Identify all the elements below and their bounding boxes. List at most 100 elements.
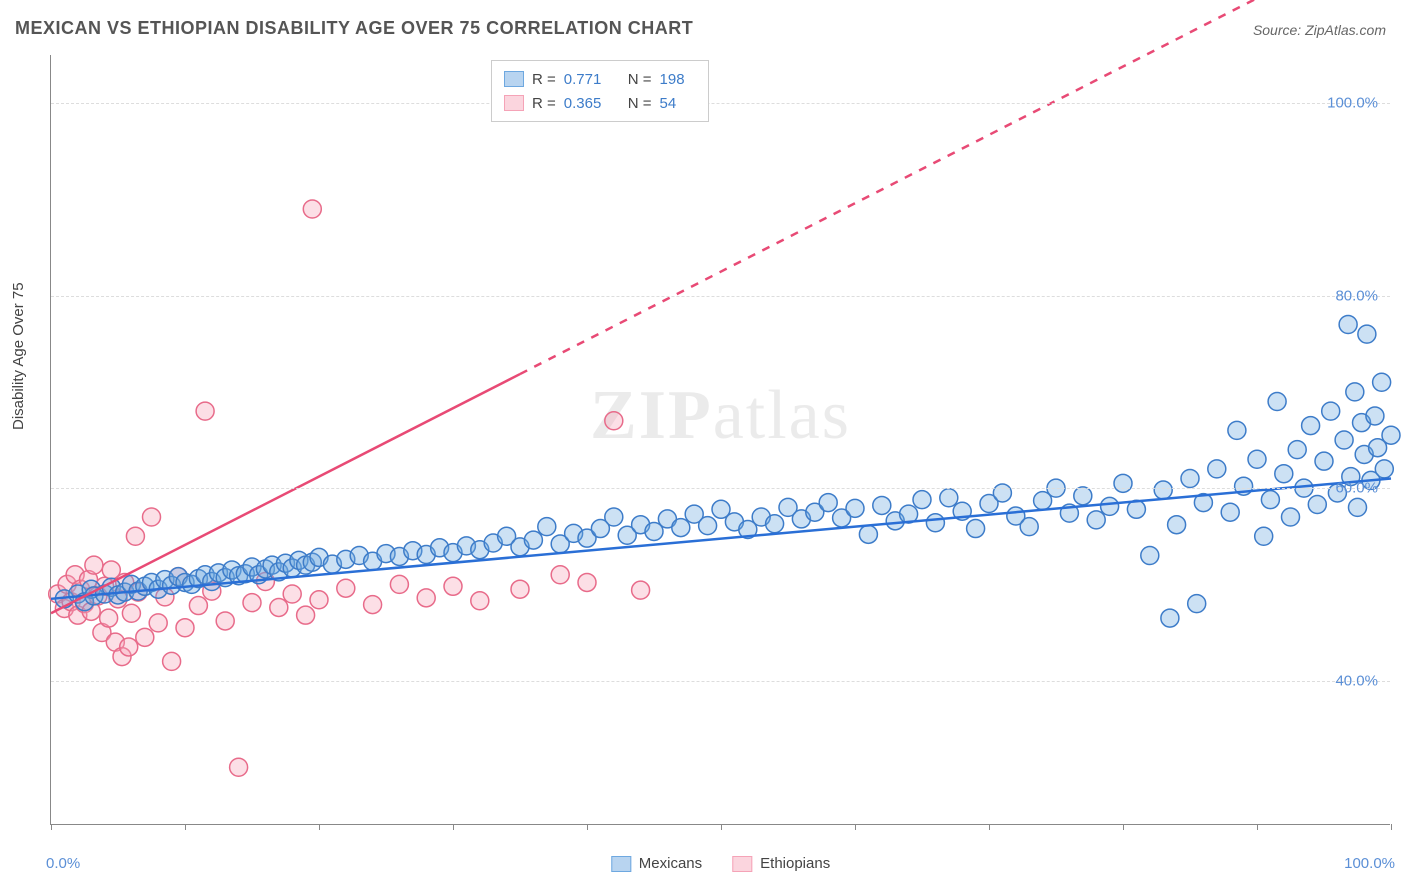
y-tick-label: 60.0%	[1335, 480, 1378, 497]
data-point	[967, 520, 985, 538]
data-point	[216, 612, 234, 630]
data-point	[699, 517, 717, 535]
data-point	[1322, 402, 1340, 420]
data-point	[1375, 460, 1393, 478]
y-axis-label: Disability Age Over 75	[10, 282, 27, 430]
data-point	[297, 606, 315, 624]
n-value: 54	[660, 95, 696, 112]
data-point	[230, 758, 248, 776]
data-point	[1020, 518, 1038, 536]
data-point	[538, 518, 556, 536]
data-point	[913, 491, 931, 509]
data-point	[551, 566, 569, 584]
data-point	[1349, 498, 1367, 516]
x-tick	[51, 824, 52, 830]
y-tick-label: 40.0%	[1335, 672, 1378, 689]
data-point	[1382, 426, 1400, 444]
x-max-label: 100.0%	[1344, 855, 1395, 872]
data-point	[1275, 465, 1293, 483]
legend-label: Mexicans	[639, 855, 702, 872]
data-point	[143, 508, 161, 526]
data-point	[578, 573, 596, 591]
data-point	[926, 514, 944, 532]
grid-line	[51, 681, 1390, 682]
data-point	[1114, 474, 1132, 492]
data-point	[672, 519, 690, 537]
correlation-legend: R =0.771N =198R =0.365N =54	[491, 60, 709, 122]
data-point	[632, 581, 650, 599]
data-point	[310, 591, 328, 609]
x-tick	[989, 824, 990, 830]
series-legend: Mexicans Ethiopians	[611, 855, 830, 872]
data-point	[1101, 497, 1119, 515]
data-point	[1255, 527, 1273, 545]
legend-row: R =0.365N =54	[504, 91, 696, 115]
n-label: N =	[628, 95, 652, 112]
data-point	[1346, 383, 1364, 401]
r-label: R =	[532, 95, 556, 112]
y-tick-label: 80.0%	[1335, 287, 1378, 304]
data-point	[337, 579, 355, 597]
x-tick	[1257, 824, 1258, 830]
x-tick	[855, 824, 856, 830]
x-tick	[1123, 824, 1124, 830]
data-point	[444, 577, 462, 595]
data-point	[243, 594, 261, 612]
grid-line	[51, 488, 1390, 489]
legend-swatch	[611, 856, 631, 872]
data-point	[993, 484, 1011, 502]
data-point	[605, 508, 623, 526]
data-point	[1339, 316, 1357, 334]
data-point	[873, 496, 891, 514]
data-point	[1315, 452, 1333, 470]
r-value: 0.771	[564, 71, 620, 88]
data-point	[270, 598, 288, 616]
data-point	[471, 592, 489, 610]
chart-container: MEXICAN VS ETHIOPIAN DISABILITY AGE OVER…	[0, 0, 1406, 892]
data-point	[1221, 503, 1239, 521]
data-point	[120, 638, 138, 656]
data-point	[1074, 487, 1092, 505]
data-point	[524, 531, 542, 549]
legend-swatch	[504, 71, 524, 87]
data-point	[1268, 393, 1286, 411]
source-attribution: Source: ZipAtlas.com	[1253, 22, 1386, 38]
legend-item: Mexicans	[611, 855, 702, 872]
data-point	[1141, 547, 1159, 565]
x-tick	[319, 824, 320, 830]
r-label: R =	[532, 71, 556, 88]
legend-item: Ethiopians	[732, 855, 830, 872]
data-point	[846, 499, 864, 517]
data-point	[390, 575, 408, 593]
data-point	[819, 494, 837, 512]
x-tick	[721, 824, 722, 830]
x-tick	[587, 824, 588, 830]
data-point	[1154, 481, 1172, 499]
data-point	[1358, 325, 1376, 343]
grid-line	[51, 103, 1390, 104]
chart-title: MEXICAN VS ETHIOPIAN DISABILITY AGE OVER…	[15, 18, 693, 39]
regression-line-dashed	[520, 0, 1391, 374]
y-tick-label: 100.0%	[1327, 95, 1378, 112]
data-point	[163, 652, 181, 670]
data-point	[122, 604, 140, 622]
x-tick	[185, 824, 186, 830]
data-point	[100, 609, 118, 627]
data-point	[1373, 373, 1391, 391]
data-point	[766, 515, 784, 533]
data-point	[417, 589, 435, 607]
regression-line	[51, 479, 1391, 599]
data-point	[1335, 431, 1353, 449]
data-point	[189, 597, 207, 615]
data-point	[283, 585, 301, 603]
data-point	[303, 200, 321, 218]
grid-line	[51, 296, 1390, 297]
legend-label: Ethiopians	[760, 855, 830, 872]
data-point	[1161, 609, 1179, 627]
data-point	[605, 412, 623, 430]
plot-svg	[51, 55, 1390, 824]
legend-swatch	[504, 95, 524, 111]
legend-row: R =0.771N =198	[504, 67, 696, 91]
data-point	[1302, 417, 1320, 435]
data-point	[1282, 508, 1300, 526]
